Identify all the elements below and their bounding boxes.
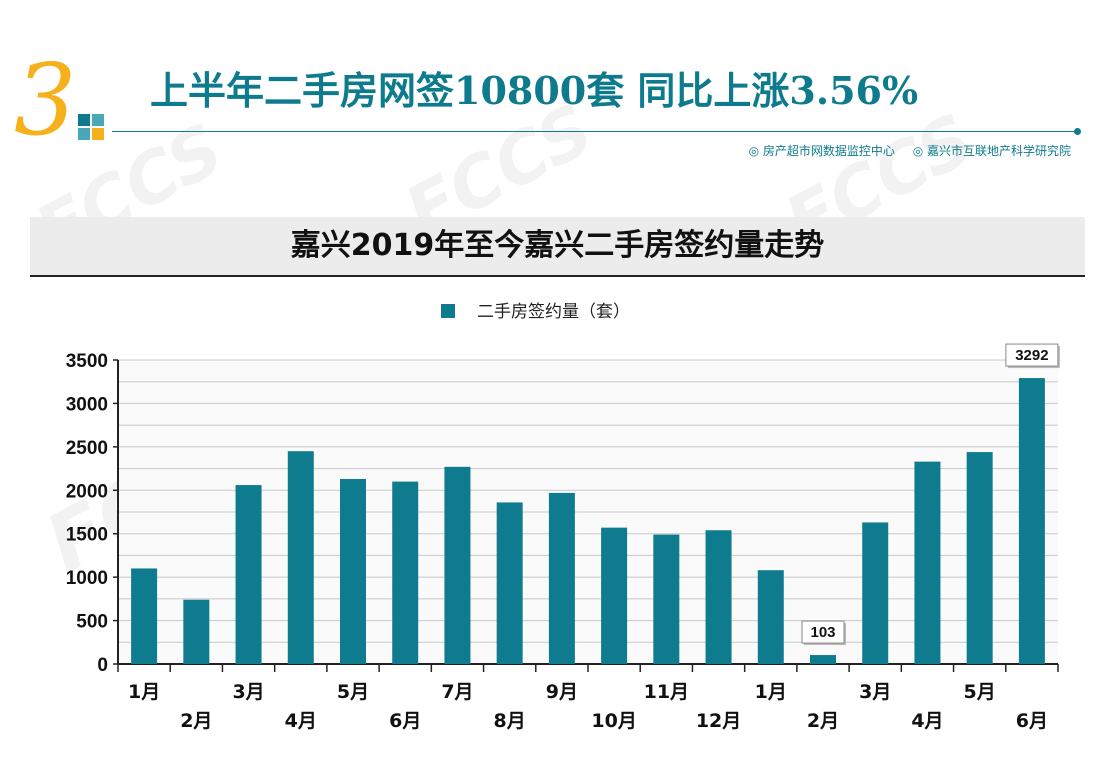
x-tick-label: 2月	[180, 710, 212, 732]
bar	[601, 527, 628, 664]
bar	[862, 522, 889, 664]
x-tick-label: 9月	[546, 681, 578, 703]
x-tick-label: 1月	[128, 681, 160, 703]
bar	[653, 534, 680, 664]
x-tick-label: 7月	[441, 681, 473, 703]
x-tick-label: 1月	[755, 681, 787, 703]
data-label-box	[801, 620, 845, 644]
bar	[131, 568, 158, 664]
source-credits: ◎ 房产超市网数据监控中心 ◎ 嘉兴市互联地产科学研究院	[735, 142, 1071, 159]
bar	[705, 530, 732, 664]
y-tick-label: 3000	[66, 394, 108, 415]
data-label: 3292	[1015, 347, 1048, 364]
y-tick-label: 1000	[66, 568, 108, 589]
section-decoration-icon	[78, 114, 108, 144]
bar	[392, 481, 419, 664]
x-tick-label: 4月	[285, 710, 317, 732]
title-divider	[112, 131, 1078, 132]
y-tick-label: 0	[97, 655, 108, 676]
x-tick-label: 12月	[696, 710, 741, 732]
bar	[496, 502, 523, 664]
data-label-box	[1005, 343, 1059, 367]
y-tick-label: 500	[76, 612, 108, 633]
bar	[914, 461, 941, 664]
x-tick-label: 8月	[494, 710, 526, 732]
x-tick-label: 4月	[911, 710, 943, 732]
x-tick-label: 2月	[807, 710, 839, 732]
chart-title-band: 嘉兴2019年至今嘉兴二手房签约量走势	[30, 217, 1085, 277]
bar	[235, 485, 262, 664]
divider-dot	[1074, 128, 1081, 135]
bar	[966, 452, 993, 664]
y-tick-label: 2000	[66, 481, 108, 502]
section-number: 3	[14, 44, 77, 158]
chart-legend: 二手房签约量（套）	[441, 297, 630, 322]
bar	[548, 492, 575, 664]
bar	[287, 451, 314, 664]
chart-title: 嘉兴2019年至今嘉兴二手房签约量走势	[290, 228, 825, 263]
y-tick-label: 3500	[66, 351, 108, 372]
legend-label: 二手房签约量（套）	[477, 302, 630, 322]
x-tick-label: 10月	[591, 710, 636, 732]
bar	[444, 466, 471, 664]
x-tick-label: 5月	[337, 681, 369, 703]
x-tick-label: 3月	[232, 681, 264, 703]
x-tick-label: 5月	[964, 681, 996, 703]
legend-swatch	[441, 304, 455, 318]
bar	[1018, 378, 1045, 664]
source-credit: ◎ 嘉兴市互联地产科学研究院	[912, 144, 1071, 158]
y-tick-label: 1500	[66, 525, 108, 546]
bar	[810, 655, 836, 664]
data-label: 103	[810, 624, 835, 641]
x-tick-label: 6月	[1016, 710, 1048, 732]
bar	[183, 599, 210, 664]
bar	[340, 478, 366, 664]
page-title: 上半年二手房网签10800套 同比上涨3.56%	[150, 68, 919, 113]
x-tick-label: 6月	[389, 710, 421, 732]
x-tick-label: 11月	[644, 681, 689, 703]
x-tick-label: 3月	[859, 681, 891, 703]
source-credit: ◎ 房产超市网数据监控中心	[748, 144, 895, 158]
y-tick-label: 2500	[66, 438, 108, 459]
bar	[757, 570, 784, 664]
